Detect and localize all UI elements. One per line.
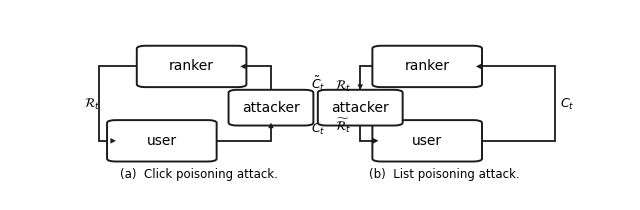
Text: $C_t$: $C_t$: [560, 97, 575, 112]
Text: $C_t$: $C_t$: [310, 122, 325, 137]
FancyBboxPatch shape: [372, 46, 482, 87]
Text: $\tilde{C}_t$: $\tilde{C}_t$: [310, 74, 325, 93]
Text: ranker: ranker: [404, 59, 450, 74]
Text: (b)  List poisoning attack.: (b) List poisoning attack.: [369, 168, 520, 181]
FancyBboxPatch shape: [318, 90, 403, 126]
Text: $\mathcal{R}_t$: $\mathcal{R}_t$: [335, 79, 352, 94]
FancyBboxPatch shape: [107, 120, 217, 161]
FancyBboxPatch shape: [228, 90, 314, 126]
Text: ranker: ranker: [169, 59, 214, 74]
Text: attacker: attacker: [242, 101, 300, 115]
Text: $\widetilde{\mathcal{R}}_t$: $\widetilde{\mathcal{R}}_t$: [335, 117, 352, 135]
Text: $\mathcal{R}_t$: $\mathcal{R}_t$: [84, 97, 100, 112]
FancyBboxPatch shape: [372, 120, 482, 161]
Text: attacker: attacker: [332, 101, 389, 115]
Text: user: user: [147, 134, 177, 148]
Text: user: user: [412, 134, 442, 148]
FancyBboxPatch shape: [137, 46, 246, 87]
Text: (a)  Click poisoning attack.: (a) Click poisoning attack.: [120, 168, 278, 181]
